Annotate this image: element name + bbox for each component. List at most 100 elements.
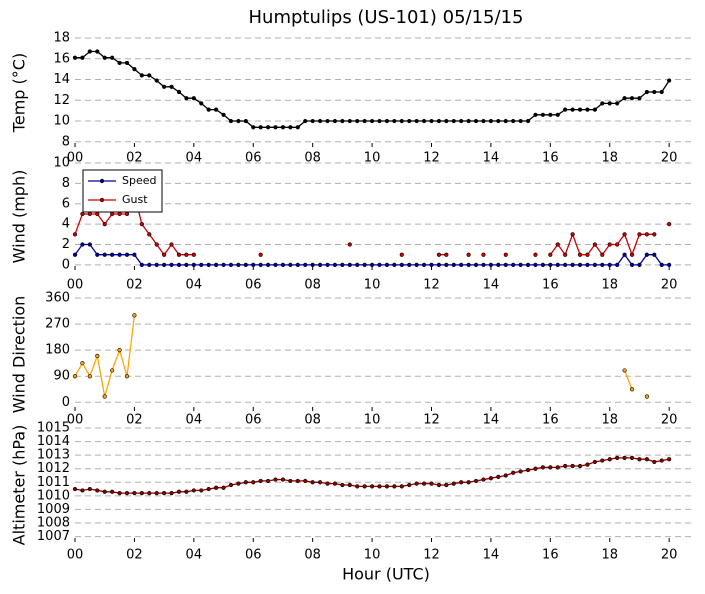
data-point (533, 252, 538, 257)
data-point (139, 222, 144, 227)
data-point (95, 353, 100, 359)
y-tick-label: 10 (53, 114, 70, 129)
data-point (132, 313, 137, 318)
data-point (102, 55, 107, 60)
data-point (592, 262, 597, 268)
y-tick-label: 1013 (37, 448, 70, 463)
data-point (72, 374, 78, 379)
data-point (251, 125, 256, 130)
data-point (563, 252, 568, 257)
x-tick-label: 14 (483, 548, 500, 563)
data-point (622, 232, 627, 237)
data-point (644, 232, 649, 237)
data-point (444, 482, 449, 488)
data-point (191, 96, 196, 101)
data-point (162, 262, 167, 268)
x-tick-label: 08 (304, 278, 321, 293)
data-point (429, 481, 434, 486)
data-point (644, 252, 649, 257)
y-tick-label: 90 (53, 369, 70, 384)
data-point (110, 368, 115, 373)
data-point (199, 101, 204, 106)
data-point (615, 242, 620, 247)
chart-title: Humptulips (US-101) 05/15/15 (249, 7, 524, 28)
data-point (355, 262, 360, 268)
data-point (622, 96, 627, 101)
data-point (80, 488, 85, 493)
data-point (384, 118, 390, 124)
data-point (518, 469, 523, 474)
data-point (154, 78, 159, 83)
data-point (577, 107, 583, 112)
data-point (176, 89, 182, 95)
data-point (110, 211, 115, 217)
data-point (80, 55, 85, 60)
y-tick-label: 1010 (37, 488, 70, 503)
data-point (473, 262, 479, 268)
data-point (221, 112, 226, 117)
data-point (258, 125, 263, 130)
data-point (629, 96, 635, 101)
data-point (414, 262, 419, 268)
data-point (80, 242, 85, 247)
data-point (377, 484, 382, 489)
data-point (459, 480, 464, 485)
data-point (214, 485, 219, 490)
data-point (206, 262, 211, 268)
data-point (518, 262, 523, 268)
y-axis-label: Temp (°C) (10, 53, 29, 133)
data-point (659, 262, 664, 268)
data-point (615, 455, 620, 460)
data-point (577, 252, 583, 257)
x-tick-label: 04 (186, 548, 203, 563)
data-point (585, 262, 590, 268)
data-point (169, 491, 174, 496)
x-tick-label: 10 (364, 548, 381, 563)
x-tick-label: 20 (661, 151, 678, 166)
data-point (548, 465, 553, 470)
data-point (629, 387, 635, 392)
x-tick-label: 18 (601, 151, 618, 166)
data-point (347, 482, 352, 488)
data-point (132, 252, 137, 257)
x-tick-label: 04 (186, 278, 203, 293)
data-point (511, 470, 516, 475)
y-tick-label: 8 (62, 134, 70, 149)
data-point (228, 118, 234, 124)
data-point (72, 232, 78, 237)
data-point (362, 262, 367, 268)
data-point (162, 252, 167, 257)
data-point (176, 262, 182, 268)
x-tick-label: 14 (483, 278, 500, 293)
y-tick-label: 6 (62, 196, 70, 211)
data-point (615, 101, 620, 106)
x-tick-label: 04 (186, 413, 203, 428)
data-point (221, 485, 226, 490)
data-point (332, 262, 338, 268)
data-point (303, 262, 308, 268)
legend-label: Speed (122, 174, 156, 187)
data-point (667, 457, 672, 462)
data-point (644, 89, 649, 95)
y-tick-label: 1011 (37, 475, 70, 490)
data-point (87, 242, 92, 247)
data-point (266, 125, 271, 130)
data-point (622, 455, 627, 460)
x-tick-label: 08 (304, 548, 321, 563)
data-point (488, 118, 494, 124)
data-point (184, 96, 189, 101)
data-point (637, 457, 642, 462)
x-tick-label: 16 (542, 548, 559, 563)
data-point (110, 252, 115, 257)
data-point (139, 491, 144, 496)
data-point (310, 118, 315, 124)
data-point (228, 262, 234, 268)
data-point (607, 457, 612, 462)
data-point (251, 480, 256, 485)
data-point (176, 489, 182, 494)
data-point (615, 262, 620, 268)
x-tick-label: 02 (126, 151, 143, 166)
data-point (72, 486, 78, 492)
data-point (236, 262, 241, 268)
data-point (592, 242, 597, 247)
